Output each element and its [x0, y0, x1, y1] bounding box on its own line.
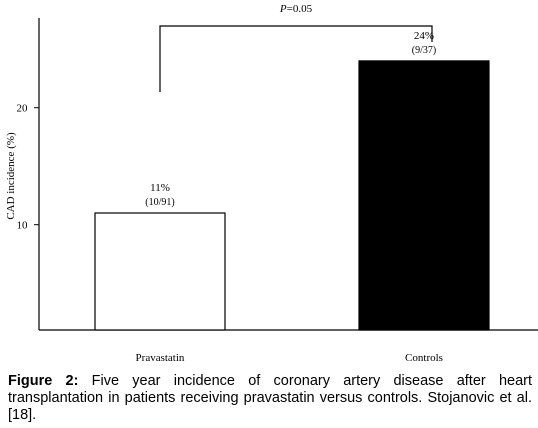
bar-controls	[358, 60, 490, 331]
y-tick-label: 20	[17, 103, 29, 115]
bar-pravastatin	[94, 212, 226, 331]
bar-count-label: (10/91)	[145, 197, 174, 208]
bar-count-label: (9/37)	[412, 45, 436, 56]
figure-caption: Figure 2: Five year incidence of coronar…	[8, 373, 532, 424]
x-tick-label: Pravastatin	[136, 352, 185, 364]
y-ticks: 10 20	[17, 103, 39, 232]
y-tick-label: 10	[17, 220, 29, 232]
y-axis-label: CAD incidence (%)	[5, 132, 17, 220]
p-value-label: P=0.05	[279, 3, 313, 15]
caption-label: Figure 2:	[8, 373, 79, 389]
bar-value-label: 24%	[414, 30, 434, 42]
bar-value-label: 11%	[150, 182, 170, 194]
x-tick-labels: Pravastatin Controls	[136, 352, 443, 364]
bar-chart: 10 20 CAD incidence (%) 11% (10/91) 24% (9/3…	[5, 3, 538, 364]
bars: 11% (10/91) 24% (9/37)	[94, 30, 490, 331]
caption-text: Five year incidence of coronary artery d…	[8, 373, 532, 423]
bracket-line	[159, 25, 433, 92]
significance-bracket: P=0.05	[159, 3, 433, 92]
x-tick-label: Controls	[405, 352, 443, 364]
